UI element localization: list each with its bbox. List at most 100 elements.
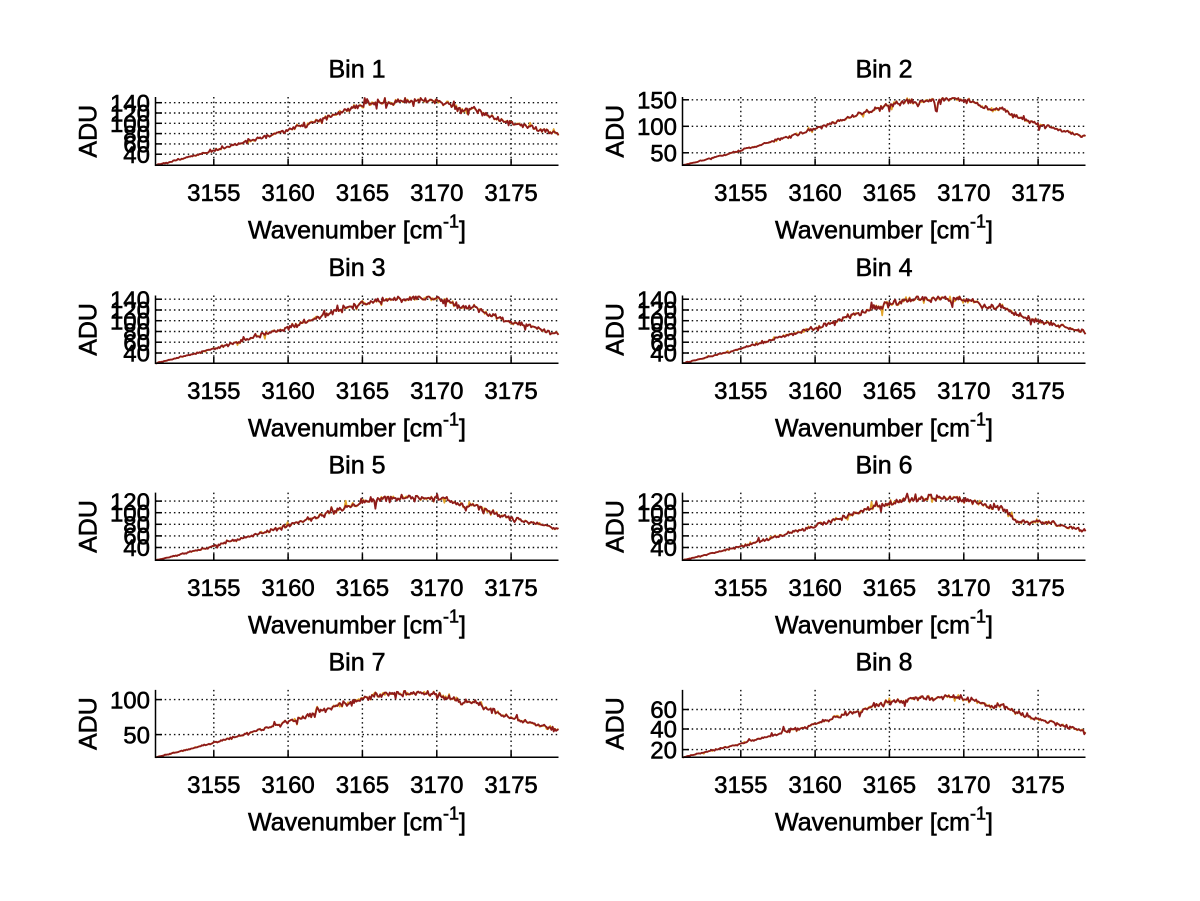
svg-text:3160: 3160 xyxy=(261,378,314,405)
svg-text:100: 100 xyxy=(110,111,150,138)
svg-text:ADU: ADU xyxy=(75,697,103,750)
svg-text:3165: 3165 xyxy=(863,180,916,207)
svg-text:3165: 3165 xyxy=(336,180,389,207)
svg-text:140: 140 xyxy=(637,287,677,314)
svg-text:60: 60 xyxy=(123,524,150,551)
svg-text:ADU: ADU xyxy=(602,697,630,750)
svg-text:100: 100 xyxy=(110,308,150,335)
svg-text:3160: 3160 xyxy=(261,575,314,602)
svg-text:3175: 3175 xyxy=(484,772,537,799)
svg-text:3175: 3175 xyxy=(1011,180,1064,207)
svg-text:3170: 3170 xyxy=(410,378,463,405)
svg-text:80: 80 xyxy=(123,319,150,346)
svg-text:120: 120 xyxy=(110,489,150,516)
svg-text:Bin 2: Bin 2 xyxy=(856,56,913,84)
svg-text:3175: 3175 xyxy=(484,180,537,207)
svg-text:60: 60 xyxy=(123,132,150,159)
svg-text:Bin 8: Bin 8 xyxy=(856,649,913,677)
svg-text:Wavenumber [cm-1]: Wavenumber [cm-1] xyxy=(248,410,466,443)
svg-text:Bin 6: Bin 6 xyxy=(856,451,913,479)
svg-text:3160: 3160 xyxy=(788,180,841,207)
svg-text:40: 40 xyxy=(123,341,150,368)
svg-text:3170: 3170 xyxy=(937,772,990,799)
svg-text:Bin 4: Bin 4 xyxy=(856,254,913,282)
svg-text:3155: 3155 xyxy=(187,575,240,602)
svg-text:100: 100 xyxy=(637,500,677,527)
svg-text:ADU: ADU xyxy=(75,303,103,356)
svg-text:100: 100 xyxy=(110,687,150,714)
svg-text:100: 100 xyxy=(110,500,150,527)
svg-text:Wavenumber [cm-1]: Wavenumber [cm-1] xyxy=(248,804,466,837)
svg-text:60: 60 xyxy=(650,697,677,724)
svg-text:3165: 3165 xyxy=(863,378,916,405)
svg-text:120: 120 xyxy=(637,298,677,325)
svg-text:Wavenumber [cm-1]: Wavenumber [cm-1] xyxy=(248,212,466,245)
svg-text:3165: 3165 xyxy=(863,772,916,799)
svg-text:80: 80 xyxy=(650,512,677,539)
svg-text:3155: 3155 xyxy=(187,378,240,405)
svg-text:Wavenumber [cm-1]: Wavenumber [cm-1] xyxy=(248,607,466,640)
svg-text:40: 40 xyxy=(650,717,677,744)
svg-text:3170: 3170 xyxy=(410,575,463,602)
svg-text:80: 80 xyxy=(650,319,677,346)
svg-text:Wavenumber [cm-1]: Wavenumber [cm-1] xyxy=(775,804,993,837)
svg-text:40: 40 xyxy=(123,535,150,562)
svg-text:3170: 3170 xyxy=(937,180,990,207)
svg-text:ADU: ADU xyxy=(75,500,103,553)
svg-text:3155: 3155 xyxy=(714,180,767,207)
svg-text:3160: 3160 xyxy=(788,378,841,405)
svg-text:3170: 3170 xyxy=(410,180,463,207)
svg-text:120: 120 xyxy=(637,489,677,516)
svg-text:140: 140 xyxy=(110,90,150,117)
svg-text:3155: 3155 xyxy=(714,378,767,405)
svg-text:3155: 3155 xyxy=(714,772,767,799)
svg-text:3175: 3175 xyxy=(1011,772,1064,799)
svg-text:Bin 7: Bin 7 xyxy=(329,649,386,677)
svg-text:80: 80 xyxy=(123,512,150,539)
svg-text:3165: 3165 xyxy=(336,575,389,602)
svg-text:3175: 3175 xyxy=(1011,378,1064,405)
svg-text:3170: 3170 xyxy=(937,378,990,405)
svg-text:3170: 3170 xyxy=(410,772,463,799)
svg-text:3160: 3160 xyxy=(788,575,841,602)
svg-text:Bin 3: Bin 3 xyxy=(329,254,386,282)
svg-text:20: 20 xyxy=(650,737,677,764)
svg-text:3170: 3170 xyxy=(937,575,990,602)
svg-text:3175: 3175 xyxy=(1011,575,1064,602)
svg-text:60: 60 xyxy=(650,330,677,357)
svg-text:ADU: ADU xyxy=(602,500,630,553)
svg-text:Wavenumber [cm-1]: Wavenumber [cm-1] xyxy=(775,212,993,245)
svg-text:120: 120 xyxy=(110,101,150,128)
svg-text:3155: 3155 xyxy=(714,575,767,602)
svg-text:50: 50 xyxy=(123,722,150,749)
svg-text:ADU: ADU xyxy=(602,303,630,356)
svg-text:100: 100 xyxy=(637,308,677,335)
svg-text:Wavenumber [cm-1]: Wavenumber [cm-1] xyxy=(775,607,993,640)
svg-text:120: 120 xyxy=(110,298,150,325)
svg-text:3160: 3160 xyxy=(261,180,314,207)
svg-text:3155: 3155 xyxy=(187,180,240,207)
svg-text:Bin 1: Bin 1 xyxy=(329,56,386,84)
svg-text:ADU: ADU xyxy=(75,105,103,158)
svg-text:3165: 3165 xyxy=(863,575,916,602)
svg-text:40: 40 xyxy=(650,535,677,562)
svg-text:50: 50 xyxy=(650,141,677,168)
svg-text:140: 140 xyxy=(110,287,150,314)
svg-text:40: 40 xyxy=(650,341,677,368)
svg-text:3165: 3165 xyxy=(336,378,389,405)
svg-text:3175: 3175 xyxy=(484,575,537,602)
svg-text:3175: 3175 xyxy=(484,378,537,405)
svg-text:ADU: ADU xyxy=(602,105,630,158)
svg-text:100: 100 xyxy=(637,114,677,141)
svg-text:Wavenumber [cm-1]: Wavenumber [cm-1] xyxy=(775,410,993,443)
svg-text:3155: 3155 xyxy=(187,772,240,799)
svg-text:3160: 3160 xyxy=(788,772,841,799)
svg-text:Bin 5: Bin 5 xyxy=(329,451,386,479)
svg-text:60: 60 xyxy=(650,524,677,551)
svg-text:40: 40 xyxy=(123,142,150,169)
svg-text:3165: 3165 xyxy=(336,772,389,799)
svg-text:150: 150 xyxy=(637,88,677,115)
svg-text:80: 80 xyxy=(123,121,150,148)
svg-text:3160: 3160 xyxy=(261,772,314,799)
svg-text:60: 60 xyxy=(123,330,150,357)
